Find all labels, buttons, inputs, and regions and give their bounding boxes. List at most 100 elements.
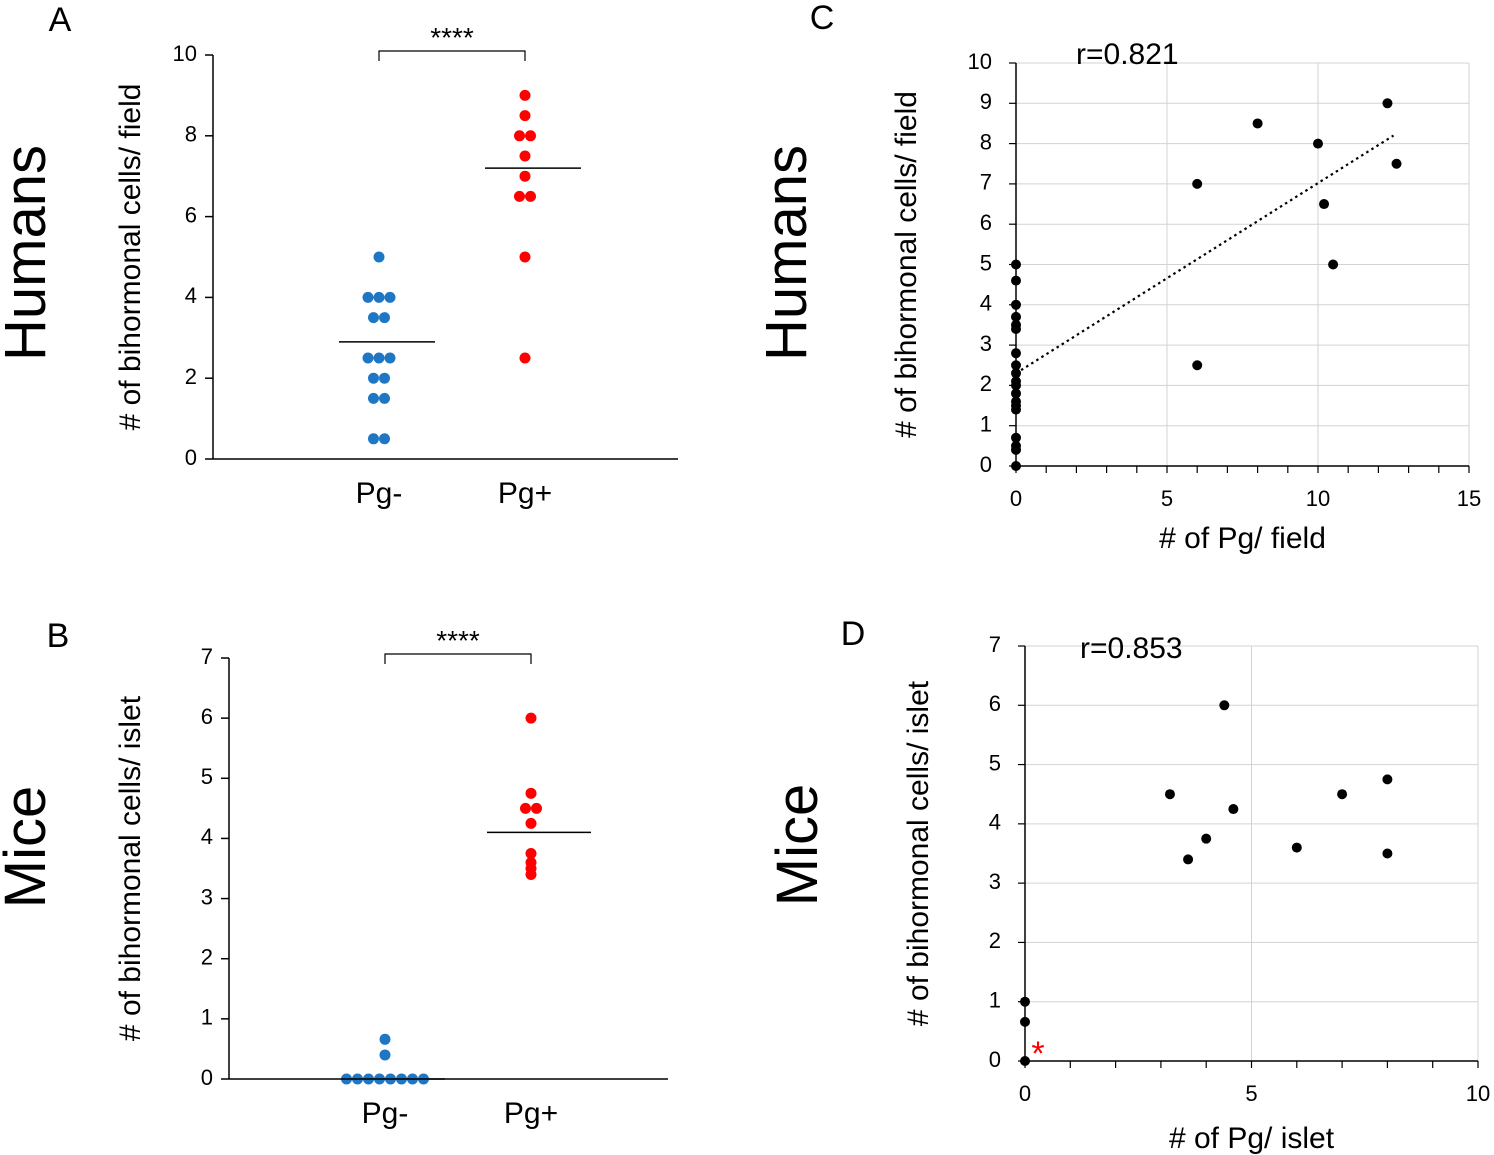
y-axis-label: # of bihormonal cells/ islet	[114, 695, 147, 1041]
data-point-pg-plus	[531, 802, 542, 814]
y-tick-label: 2	[980, 371, 992, 396]
data-point-pg-plus	[525, 817, 537, 829]
y-tick-label: 5	[989, 750, 1001, 775]
data-point-pg-plus	[519, 110, 531, 122]
y-tick-label: 3	[201, 884, 213, 909]
y-tick-label: 7	[201, 644, 213, 669]
data-point-pg-plus	[525, 847, 537, 859]
data-point-pg-minus	[368, 312, 379, 324]
y-axis-label: # of bihormonal cells/ islet	[902, 680, 935, 1026]
row-label-mice-right: Mice	[765, 784, 830, 906]
data-point-pg-plus	[525, 712, 537, 724]
x-axis-label: # of Pg/ islet	[1169, 1122, 1335, 1155]
panel-a-dot-plot: A 0 2 4 6 8 10 # of bihormonal cells/ field Pg- P…	[49, 1, 678, 510]
data-point	[1011, 259, 1021, 270]
x-category-label: Pg+	[498, 477, 552, 510]
y-tick-label: 7	[989, 632, 1001, 657]
y-tick-label: 3	[989, 869, 1001, 894]
panel-label: C	[810, 0, 835, 37]
data-point	[1219, 700, 1230, 711]
data-point-pg-plus	[525, 869, 537, 881]
data-point-pg-plus	[525, 787, 537, 799]
y-tick-label: 8	[185, 122, 197, 147]
data-point	[1183, 854, 1194, 865]
y-tick-label: 2	[989, 928, 1001, 953]
data-point	[1313, 138, 1323, 149]
data-point	[1011, 311, 1021, 322]
x-category-label: Pg-	[362, 1097, 409, 1130]
data-point-pg-minus	[362, 352, 374, 364]
data-point	[1291, 842, 1302, 853]
data-point-pg-minus	[379, 392, 390, 404]
data-point-pg-plus	[514, 190, 525, 202]
red-asterisk-marker: *	[1031, 1035, 1044, 1073]
data-point	[1011, 368, 1021, 379]
x-tick-label: 0	[1019, 1081, 1031, 1106]
y-tick-label: 2	[185, 364, 197, 389]
data-point	[1020, 996, 1030, 1007]
data-point-pg-minus	[379, 372, 390, 384]
correlation-label: r=0.853	[1080, 632, 1183, 665]
significance-bracket	[378, 50, 526, 61]
data-point	[1391, 158, 1402, 169]
data-point-pg-plus	[525, 130, 536, 142]
data-point-pg-minus	[368, 372, 379, 384]
y-tick-label: 1	[989, 988, 1001, 1013]
data-point	[1011, 348, 1021, 359]
data-point-pg-plus	[519, 150, 531, 162]
panel-d-scatter: D 0 1 2 3 4 5 6 7 0 5 10 # of Pg/ islet # of bihormon…	[841, 615, 1491, 1155]
significance-label: ****	[430, 22, 474, 53]
significance-bracket	[384, 653, 532, 664]
data-point	[1011, 388, 1021, 399]
data-point	[1164, 789, 1175, 800]
data-point	[1382, 98, 1393, 109]
data-point	[1011, 461, 1021, 471]
data-point	[1228, 804, 1239, 815]
data-point	[1011, 432, 1021, 443]
row-label-humans-right: Humans	[754, 145, 819, 361]
y-tick-label: 6	[989, 691, 1001, 716]
y-tick-label: 9	[980, 89, 992, 114]
x-tick-label: 10	[1306, 486, 1330, 511]
trendline	[1015, 134, 1395, 375]
x-tick-label: 15	[1457, 486, 1481, 511]
correlation-label: r=0.821	[1076, 38, 1179, 71]
panel-c-scatter: C 0 1 2 3 4 5 6 7 8 9 10 0 5 10 15 # of Pg/ field # of bi…	[810, 0, 1482, 555]
x-category-label: Pg+	[504, 1097, 558, 1130]
data-point-pg-minus	[368, 433, 379, 445]
x-axis-label: # of Pg/ field	[1159, 522, 1326, 555]
y-tick-label: 6	[201, 704, 213, 729]
x-tick-label: 0	[1010, 486, 1022, 511]
data-point-pg-plus	[525, 190, 536, 202]
y-tick-label: 10	[173, 41, 197, 66]
y-tick-label: 6	[185, 202, 197, 227]
data-point-pg-plus	[520, 802, 531, 814]
y-tick-label: 7	[980, 170, 992, 195]
data-point-pg-minus	[379, 1049, 391, 1061]
data-point	[1201, 833, 1212, 844]
data-point	[1319, 199, 1330, 210]
data-point	[1337, 789, 1348, 800]
y-tick-label: 4	[989, 810, 1001, 835]
y-tick-label: 0	[980, 452, 992, 477]
data-point-pg-plus	[519, 170, 531, 182]
data-point-pg-minus	[379, 312, 390, 324]
data-point-pg-plus	[519, 352, 531, 364]
data-point-pg-plus	[519, 89, 531, 101]
data-point	[1011, 323, 1021, 334]
data-point	[1011, 275, 1021, 286]
data-point-pg-minus	[373, 251, 385, 263]
data-point-pg-plus	[514, 130, 525, 142]
y-tick-label: 6	[980, 210, 992, 235]
data-point-pg-minus	[384, 291, 396, 303]
data-point-pg-minus	[368, 392, 379, 404]
x-category-label: Pg-	[356, 477, 403, 510]
row-label-mice: Mice	[0, 786, 58, 908]
x-tick-label: 5	[1245, 1081, 1257, 1106]
y-tick-label: 8	[980, 129, 992, 154]
y-tick-label: 10	[968, 49, 992, 74]
panel-label: D	[841, 615, 866, 653]
y-tick-label: 1	[201, 1005, 213, 1030]
y-axis-label: # of bihormonal cells/ field	[890, 91, 923, 438]
data-point-pg-minus	[373, 291, 385, 303]
